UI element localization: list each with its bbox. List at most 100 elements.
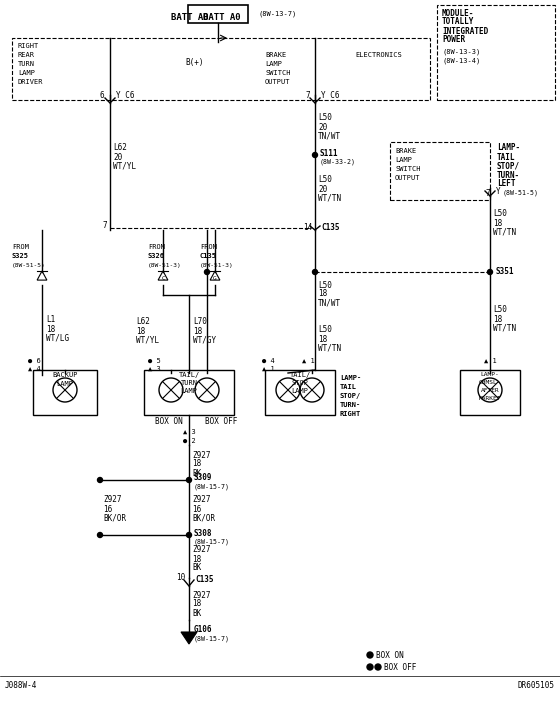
Text: LAMP-: LAMP-: [480, 371, 500, 376]
Text: WT/LG: WT/LG: [46, 333, 69, 342]
Text: Z927: Z927: [192, 451, 211, 459]
Text: TOTALLY: TOTALLY: [442, 17, 474, 26]
Text: SWITCH: SWITCH: [265, 70, 291, 76]
Text: 16: 16: [192, 505, 201, 513]
Text: L50: L50: [318, 114, 332, 122]
Text: 18: 18: [493, 218, 502, 227]
Text: L50: L50: [318, 175, 332, 184]
Polygon shape: [181, 632, 197, 644]
Text: OUTPUT: OUTPUT: [265, 79, 291, 85]
Text: (8W-13-7): (8W-13-7): [258, 11, 296, 17]
Text: 18: 18: [192, 555, 201, 563]
Text: CHMSL-: CHMSL-: [479, 379, 501, 384]
Text: Z927: Z927: [192, 590, 211, 599]
Text: S309: S309: [194, 473, 212, 483]
Text: 18: 18: [493, 314, 502, 323]
Text: TURN: TURN: [18, 61, 35, 67]
Text: (8W-51-5): (8W-51-5): [503, 190, 539, 197]
Text: L50: L50: [318, 325, 332, 334]
Text: REAR: REAR: [18, 52, 35, 58]
Text: L50: L50: [318, 280, 332, 290]
Text: SWITCH: SWITCH: [395, 166, 421, 172]
Text: B(+): B(+): [185, 58, 203, 66]
Text: (8W-15-7): (8W-15-7): [194, 539, 230, 545]
Text: 7: 7: [305, 92, 310, 100]
Text: L50: L50: [493, 210, 507, 218]
Text: BRAKE: BRAKE: [265, 52, 286, 58]
Text: LAMP-: LAMP-: [340, 375, 361, 381]
Text: L62: L62: [136, 317, 150, 326]
Polygon shape: [210, 271, 220, 280]
Text: TAIL: TAIL: [340, 384, 357, 390]
Text: (8W-15-7): (8W-15-7): [194, 483, 230, 490]
Text: ▲ 1: ▲ 1: [484, 358, 497, 364]
Text: Y: Y: [496, 188, 501, 197]
Text: LAMP-: LAMP-: [497, 143, 520, 152]
Text: BK: BK: [192, 609, 201, 617]
Text: BACKUP: BACKUP: [52, 372, 78, 378]
Circle shape: [97, 532, 102, 537]
Text: ELECTRONICS: ELECTRONICS: [355, 52, 402, 58]
Polygon shape: [158, 271, 168, 280]
Bar: [437, 5, 555, 100]
Circle shape: [367, 664, 373, 670]
Circle shape: [375, 664, 381, 670]
Text: BOX ON: BOX ON: [155, 417, 183, 427]
Text: ● 4: ● 4: [262, 358, 275, 364]
Text: C: C: [161, 276, 165, 281]
Text: LAMP: LAMP: [292, 388, 309, 394]
Text: 18: 18: [136, 326, 145, 336]
Bar: [188, 5, 248, 23]
Text: ● 6: ● 6: [28, 358, 41, 364]
Text: WT/TN: WT/TN: [493, 323, 516, 333]
Bar: [460, 370, 520, 415]
Text: Z927: Z927: [192, 545, 211, 555]
Text: ▲ 1: ▲ 1: [302, 358, 315, 364]
Text: WT/TN: WT/TN: [318, 194, 341, 202]
Text: WT/TN: WT/TN: [493, 227, 516, 237]
Circle shape: [97, 478, 102, 483]
Text: (8W-51-3): (8W-51-3): [200, 263, 234, 267]
Circle shape: [186, 478, 192, 483]
Text: WT/GY: WT/GY: [193, 336, 216, 344]
Text: Z927: Z927: [103, 496, 122, 505]
Text: L62: L62: [113, 143, 127, 152]
Text: RIGHT: RIGHT: [340, 411, 361, 417]
Text: STOP/: STOP/: [340, 393, 361, 399]
Text: BK/OR: BK/OR: [103, 513, 126, 523]
Text: ▲ 3: ▲ 3: [148, 366, 161, 372]
Text: TURN-: TURN-: [497, 170, 520, 180]
Text: (8W-51-5): (8W-51-5): [12, 263, 46, 267]
Bar: [265, 370, 335, 415]
Text: STOP: STOP: [292, 380, 309, 386]
Text: 14: 14: [303, 223, 312, 232]
Text: MODULE-: MODULE-: [442, 9, 474, 17]
Text: RIGHT: RIGHT: [18, 43, 39, 49]
Text: ● 5: ● 5: [148, 358, 161, 364]
Circle shape: [488, 269, 492, 274]
Text: LAMP: LAMP: [265, 61, 282, 67]
Text: ▲ 3: ▲ 3: [183, 429, 196, 435]
Text: 20: 20: [318, 184, 327, 194]
Text: J088W-4: J088W-4: [5, 681, 38, 690]
Text: S308: S308: [194, 529, 212, 537]
Text: L1: L1: [46, 315, 55, 325]
Text: (8W-13-4): (8W-13-4): [442, 58, 480, 64]
Text: BK/OR: BK/OR: [192, 513, 215, 523]
Text: TAIL: TAIL: [497, 152, 516, 162]
Text: C135: C135: [200, 253, 217, 259]
Text: 16: 16: [103, 505, 112, 513]
Text: OUTPUT: OUTPUT: [395, 175, 421, 181]
Text: (8W-15-7): (8W-15-7): [194, 636, 230, 642]
Text: 18: 18: [193, 326, 202, 336]
Text: LAMP: LAMP: [180, 388, 198, 394]
Text: S325: S325: [12, 253, 29, 259]
Bar: [33, 370, 97, 415]
Bar: [390, 142, 490, 200]
Text: TN/WT: TN/WT: [318, 298, 341, 307]
Text: S111: S111: [320, 149, 338, 157]
Text: DR605105: DR605105: [518, 681, 555, 690]
Text: TURN-: TURN-: [340, 402, 361, 408]
Text: LAMP: LAMP: [18, 70, 35, 76]
Text: AFTER: AFTER: [480, 387, 500, 392]
